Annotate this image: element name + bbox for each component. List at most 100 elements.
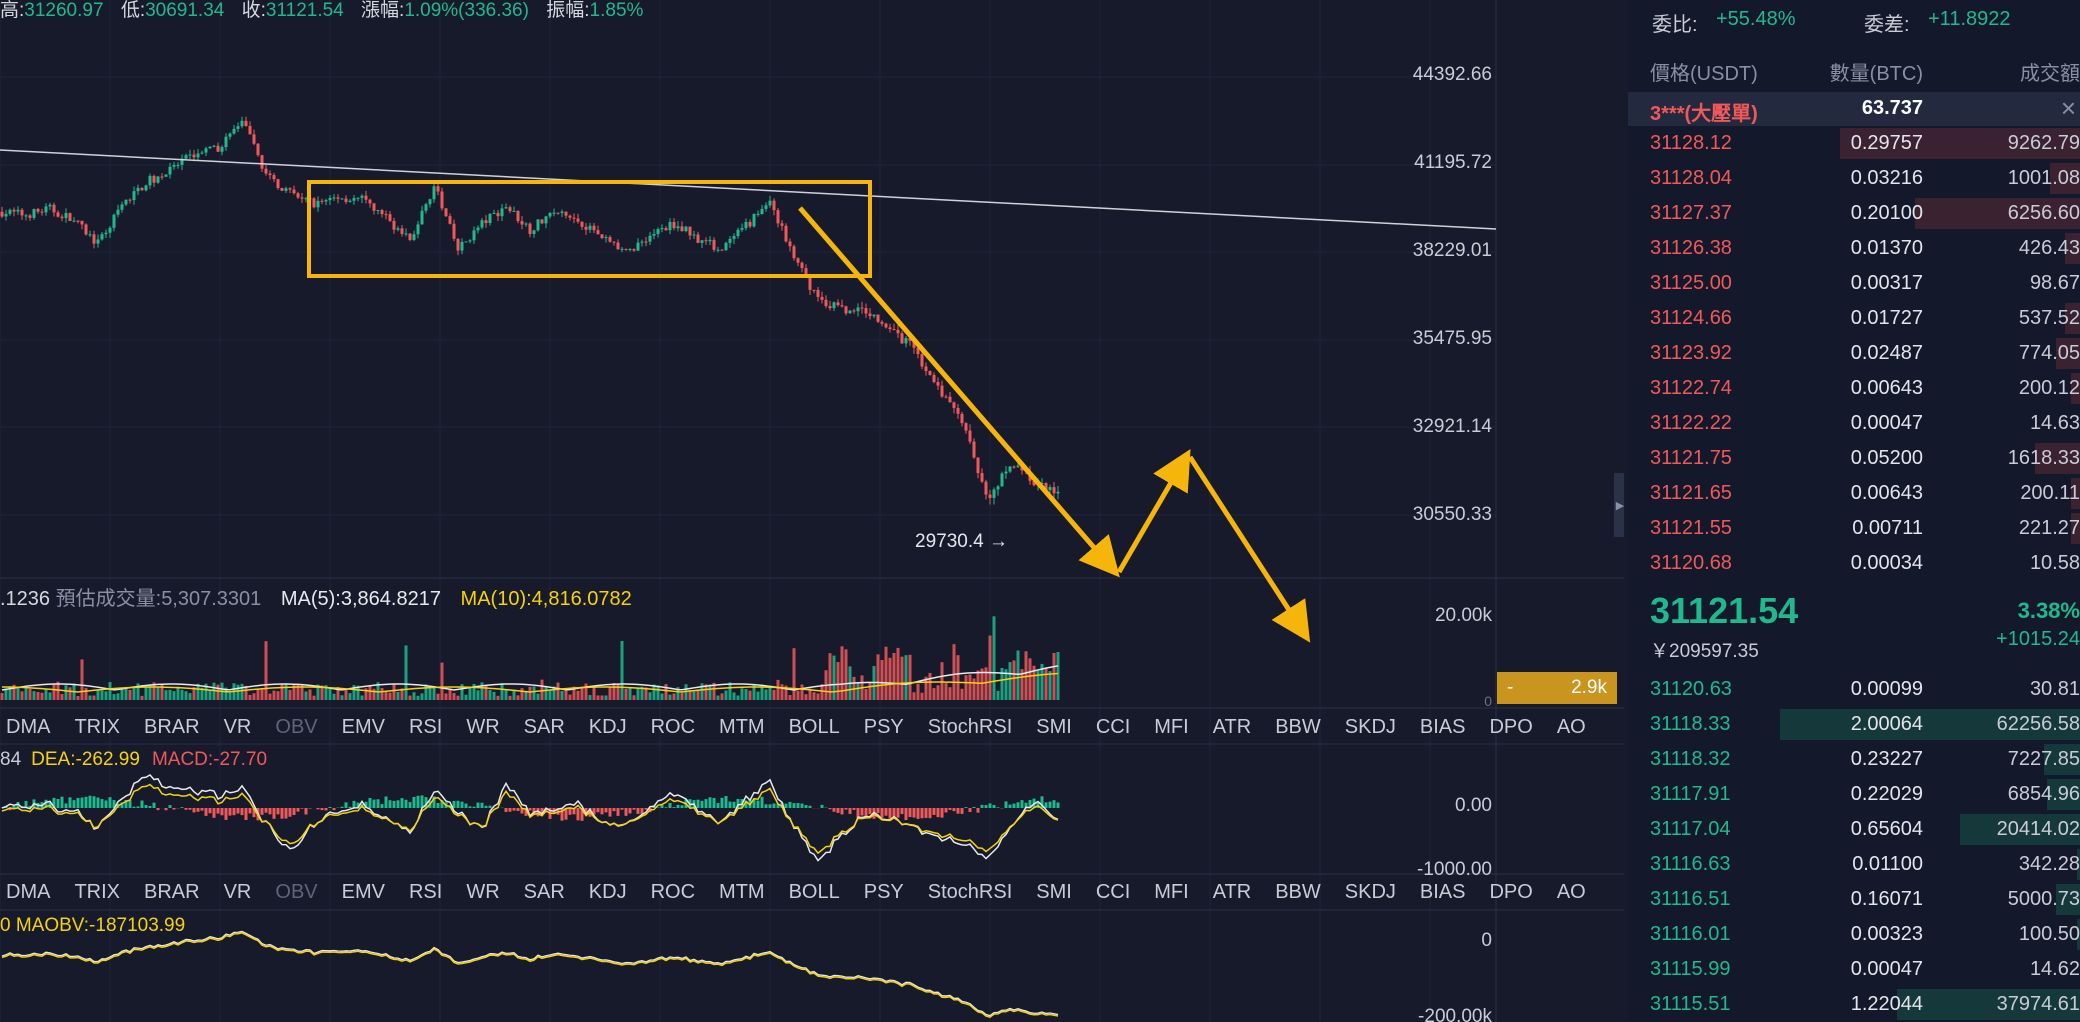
tab-ao[interactable]: AO (1556, 715, 1586, 738)
ask-row[interactable]: 31122.74 0.00643 200.12 (1628, 371, 2080, 406)
bid-row[interactable]: 31118.32 0.23227 7227.85 (1628, 742, 2080, 777)
tab-sar[interactable]: SAR (523, 715, 565, 738)
tab-smi[interactable]: SMI (1036, 715, 1072, 738)
tab-psy[interactable]: PSY (863, 715, 904, 738)
depth-bar (1960, 814, 2080, 845)
tab-cci[interactable]: CCI (1095, 715, 1131, 738)
macd-bar (656, 807, 660, 808)
ask-row[interactable]: 31126.38 0.01370 426.43 (1628, 231, 2080, 266)
bid-row[interactable]: 31118.33 2.00064 62256.58 (1628, 707, 2080, 742)
tab-emv[interactable]: EMV (341, 880, 385, 903)
tab-cci[interactable]: CCI (1095, 880, 1131, 903)
tab-emv[interactable]: EMV (341, 715, 385, 738)
tab-roc[interactable]: ROC (650, 880, 696, 903)
tab-boll[interactable]: BOLL (788, 880, 840, 903)
ask-row[interactable]: 31122.22 0.00047 14.63 (1628, 406, 2080, 441)
dea-line (1, 783, 1059, 855)
ask-row[interactable]: 31123.92 0.02487 774.05 (1628, 336, 2080, 371)
candle-body (460, 241, 464, 251)
close-icon[interactable]: × (2060, 93, 2076, 123)
tab-kdj[interactable]: KDJ (588, 880, 627, 903)
candle-body (588, 225, 592, 230)
bid-row[interactable]: 31115.51 1.22044 37974.61 (1628, 987, 2080, 1022)
ask-row[interactable]: 31121.75 0.05200 1618.33 (1628, 441, 2080, 476)
tab-mfi[interactable]: MFI (1154, 880, 1189, 903)
candle-body (48, 204, 52, 207)
bid-row[interactable]: 31117.91 0.22029 6854.96 (1628, 777, 2080, 812)
tab-psy[interactable]: PSY (863, 880, 904, 903)
volume-bar (40, 692, 44, 700)
volume-bar (936, 685, 940, 700)
tab-dpo[interactable]: DPO (1489, 880, 1533, 903)
tab-dma[interactable]: DMA (6, 715, 51, 738)
ask-row[interactable]: 31124.66 0.01727 537.52 (1628, 301, 2080, 336)
tab-stochrsi[interactable]: StochRSI (927, 880, 1013, 903)
tab-atr[interactable]: ATR (1212, 715, 1252, 738)
volume-bar (816, 693, 820, 700)
tab-mtm[interactable]: MTM (719, 715, 765, 738)
tab-obv[interactable]: OBV (275, 715, 318, 738)
volume-bar (668, 694, 672, 700)
bid-row[interactable]: 31115.99 0.00047 14.62 (1628, 952, 2080, 987)
candle-body (552, 212, 556, 214)
candle-body (872, 314, 876, 317)
ask-row[interactable]: 31127.37 0.20100 6256.60 (1628, 196, 2080, 231)
tab-dpo[interactable]: DPO (1489, 715, 1533, 738)
tab-rsi[interactable]: RSI (408, 880, 443, 903)
tab-skdj[interactable]: SKDJ (1344, 715, 1396, 738)
tab-trix[interactable]: TRIX (74, 880, 121, 903)
tab-brar[interactable]: BRAR (144, 880, 200, 903)
tab-obv[interactable]: OBV (275, 880, 318, 903)
ask-row[interactable]: 31125.00 0.00317 98.67 (1628, 266, 2080, 301)
tab-rsi[interactable]: RSI (408, 715, 443, 738)
macd-bar (204, 808, 208, 816)
tab-mtm[interactable]: MTM (719, 880, 765, 903)
bid-row[interactable]: 31116.01 0.00323 100.50 (1628, 917, 2080, 952)
tab-bbw[interactable]: BBW (1275, 715, 1321, 738)
tab-wr[interactable]: WR (466, 715, 500, 738)
tab-roc[interactable]: ROC (650, 715, 696, 738)
tab-trix[interactable]: TRIX (74, 715, 121, 738)
tab-vr[interactable]: VR (223, 715, 252, 738)
volume-bar (316, 684, 320, 700)
tab-bias[interactable]: BIAS (1419, 880, 1466, 903)
tab-kdj[interactable]: KDJ (588, 715, 627, 738)
tab-atr[interactable]: ATR (1212, 880, 1252, 903)
tab-vr[interactable]: VR (223, 880, 252, 903)
bid-row[interactable]: 31116.63 0.01100 342.28 (1628, 847, 2080, 882)
tab-sar[interactable]: SAR (523, 880, 565, 903)
ask-row[interactable]: 31128.12 0.29757 9262.79 (1628, 126, 2080, 161)
candle-body (580, 221, 584, 227)
collapse-panel-button[interactable]: ▶ (1614, 473, 1624, 537)
tab-bbw[interactable]: BBW (1275, 880, 1321, 903)
bid-row[interactable]: 31116.51 0.16071 5000.73 (1628, 882, 2080, 917)
tab-boll[interactable]: BOLL (788, 715, 840, 738)
candle-body (712, 239, 716, 250)
tab-mfi[interactable]: MFI (1154, 715, 1189, 738)
volume-bar (636, 687, 640, 700)
tab-stochrsi[interactable]: StochRSI (927, 715, 1013, 738)
depth-bar (2065, 303, 2080, 334)
volume-bar (808, 688, 812, 700)
tab-smi[interactable]: SMI (1036, 880, 1072, 903)
candle-body (136, 187, 140, 192)
volume-bar (216, 684, 220, 700)
ask-row[interactable]: 31121.55 0.00711 221.27 (1628, 511, 2080, 546)
macd-bar (216, 808, 220, 814)
chart-canvas[interactable] (0, 0, 1624, 1022)
tab-wr[interactable]: WR (466, 880, 500, 903)
tab-brar[interactable]: BRAR (144, 715, 200, 738)
big-order-alert[interactable]: 3***(大壓單) 63.737 × (1628, 92, 2080, 126)
tab-skdj[interactable]: SKDJ (1344, 880, 1396, 903)
macd-bar (92, 796, 96, 808)
bid-row[interactable]: 31120.63 0.00099 30.81 (1628, 672, 2080, 707)
chart-area[interactable]: 高:31260.97 低:30691.34 收:31121.54 漲幅:1.09… (0, 0, 1624, 1022)
tab-bias[interactable]: BIAS (1419, 715, 1466, 738)
ask-row[interactable]: 31128.04 0.03216 1001.08 (1628, 161, 2080, 196)
macd-bar (136, 806, 140, 808)
ask-row[interactable]: 31121.65 0.00643 200.11 (1628, 476, 2080, 511)
tab-dma[interactable]: DMA (6, 880, 51, 903)
tab-ao[interactable]: AO (1556, 880, 1586, 903)
ask-row[interactable]: 31120.68 0.00034 10.58 (1628, 546, 2080, 581)
bid-row[interactable]: 31117.04 0.65604 20414.02 (1628, 812, 2080, 847)
